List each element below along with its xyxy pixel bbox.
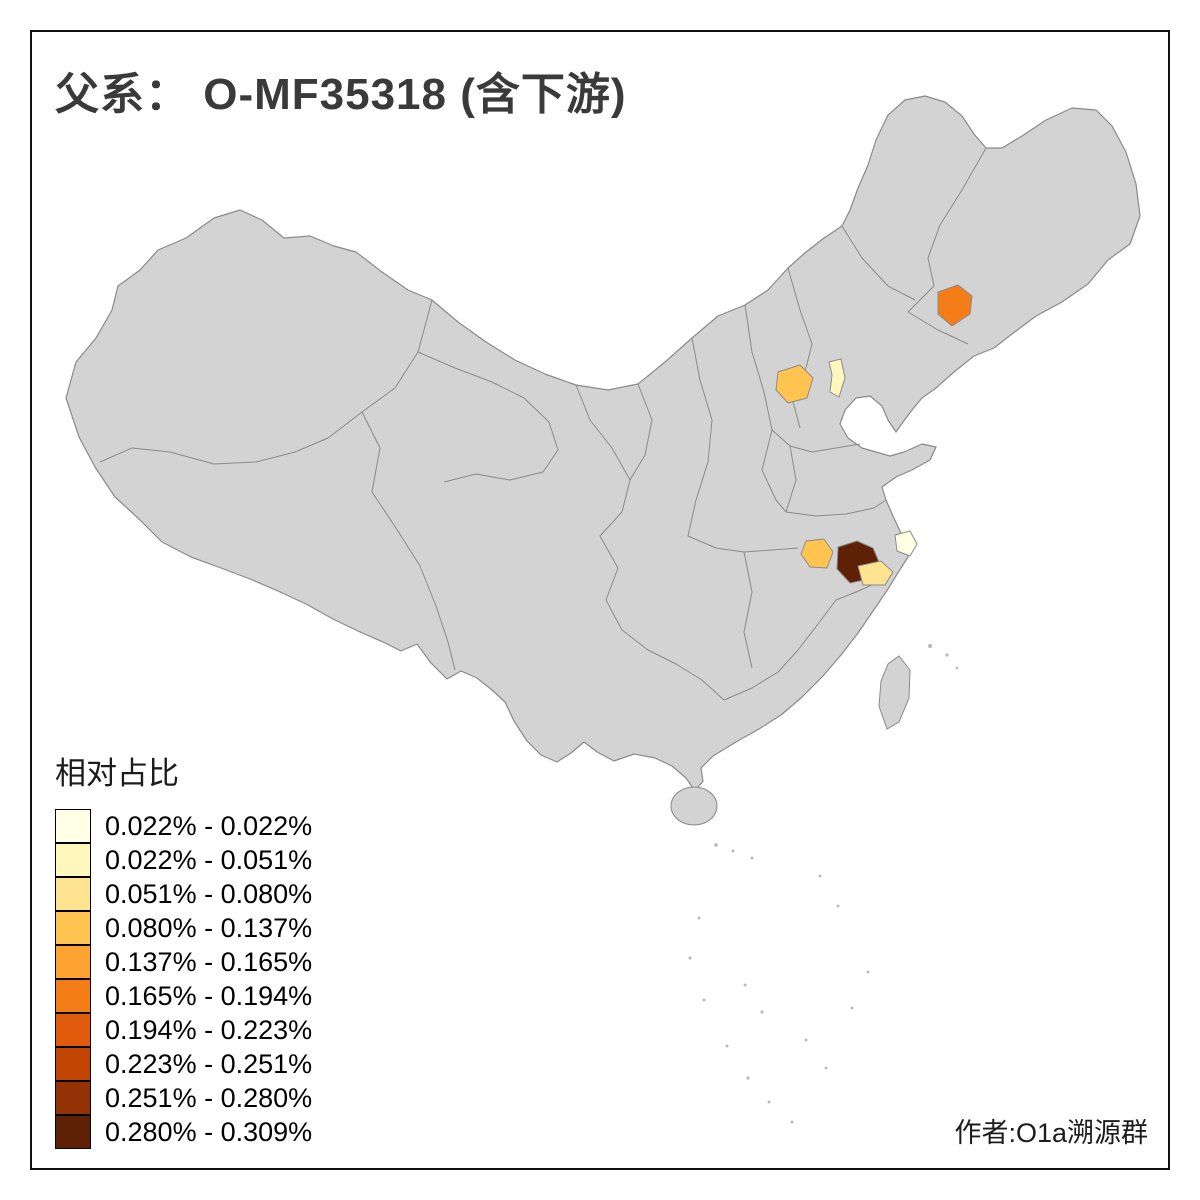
region-beijing — [775, 364, 814, 404]
legend-label: 0.251% - 0.280% — [105, 1082, 313, 1113]
region-zhejiang — [857, 560, 894, 586]
legend-swatch — [55, 1081, 91, 1115]
legend-label: 0.194% - 0.223% — [105, 1014, 313, 1045]
island — [760, 1010, 764, 1014]
legend-swatch — [55, 911, 91, 945]
province-border — [743, 547, 799, 553]
page-title: 父系： O-MF35318 (含下游) — [55, 70, 627, 119]
island — [836, 904, 840, 908]
island — [767, 1100, 771, 1104]
island — [945, 653, 949, 657]
province-border — [743, 551, 753, 669]
island — [714, 843, 718, 847]
province-border — [771, 429, 861, 453]
island — [824, 1066, 828, 1070]
legend-row: 0.223% - 0.251% — [55, 1047, 435, 1081]
province-borders — [99, 147, 987, 701]
island — [818, 874, 822, 878]
island — [790, 1120, 794, 1124]
legend-label: 0.022% - 0.022% — [105, 810, 313, 841]
province-border — [417, 351, 559, 483]
legend-row: 0.165% - 0.194% — [55, 979, 435, 1013]
legend-swatch — [55, 979, 91, 1013]
legend-label: 0.223% - 0.251% — [105, 1048, 313, 1079]
hainan-island — [670, 786, 718, 826]
legend-row: 0.280% - 0.309% — [55, 1115, 435, 1149]
province-border — [687, 337, 745, 553]
china-mainland — [65, 95, 1141, 792]
province-border — [723, 599, 837, 701]
island — [697, 916, 701, 920]
province-border — [647, 649, 725, 701]
legend-swatch — [55, 843, 91, 877]
region-hubei — [800, 538, 834, 569]
legend-swatch — [55, 1013, 91, 1047]
author-credit: 作者:O1a溯源群 — [954, 1118, 1148, 1148]
legend-title: 相对占比 — [55, 756, 179, 791]
island — [725, 1044, 729, 1048]
legend: 相对占比 0.022% - 0.022% 0.022% - 0.051% 0.051… — [55, 748, 435, 1149]
taiwan-island — [878, 655, 911, 730]
legend-row: 0.194% - 0.223% — [55, 1013, 435, 1047]
island — [955, 666, 959, 670]
island — [928, 644, 932, 648]
legend-label: 0.137% - 0.165% — [105, 946, 313, 977]
legend-row: 0.022% - 0.051% — [55, 843, 435, 877]
region-jilin — [937, 284, 973, 327]
province-border — [575, 384, 649, 651]
legend-swatch — [55, 877, 91, 911]
highlighted-regions — [775, 284, 973, 586]
legend-swatch — [55, 1047, 91, 1081]
legend-swatch — [55, 809, 91, 843]
legend-label: 0.080% - 0.137% — [105, 912, 313, 943]
island — [804, 1038, 808, 1042]
island — [746, 1076, 750, 1080]
region-shanghai — [894, 530, 918, 557]
province-border — [99, 299, 433, 465]
province-border — [785, 445, 887, 517]
legend-rows: 0.022% - 0.022% 0.022% - 0.051% 0.051% - 0… — [55, 809, 435, 1149]
legend-row: 0.251% - 0.280% — [55, 1081, 435, 1115]
island — [688, 956, 692, 960]
province-border — [361, 411, 456, 671]
island — [731, 849, 735, 853]
legend-row: 0.051% - 0.080% — [55, 877, 435, 911]
legend-swatch — [55, 945, 91, 979]
province-border — [835, 583, 875, 601]
region-tianjin — [828, 358, 846, 398]
island — [702, 998, 706, 1002]
legend-row: 0.022% - 0.022% — [55, 809, 435, 843]
province-border — [787, 267, 813, 429]
island — [743, 983, 747, 987]
island — [850, 1006, 854, 1010]
legend-label: 0.165% - 0.194% — [105, 980, 313, 1011]
island — [750, 856, 754, 860]
province-border — [629, 383, 653, 481]
legend-row: 0.137% - 0.165% — [55, 945, 435, 979]
legend-label: 0.022% - 0.051% — [105, 844, 313, 875]
legend-label: 0.051% - 0.080% — [105, 878, 313, 909]
legend-swatch — [55, 1115, 91, 1149]
legend-row: 0.080% - 0.137% — [55, 911, 435, 945]
island — [866, 970, 870, 974]
legend-label: 0.280% - 0.309% — [105, 1116, 313, 1147]
province-border — [927, 147, 987, 287]
province-border — [907, 285, 969, 345]
small-islands — [688, 644, 959, 1124]
province-border — [841, 225, 916, 301]
